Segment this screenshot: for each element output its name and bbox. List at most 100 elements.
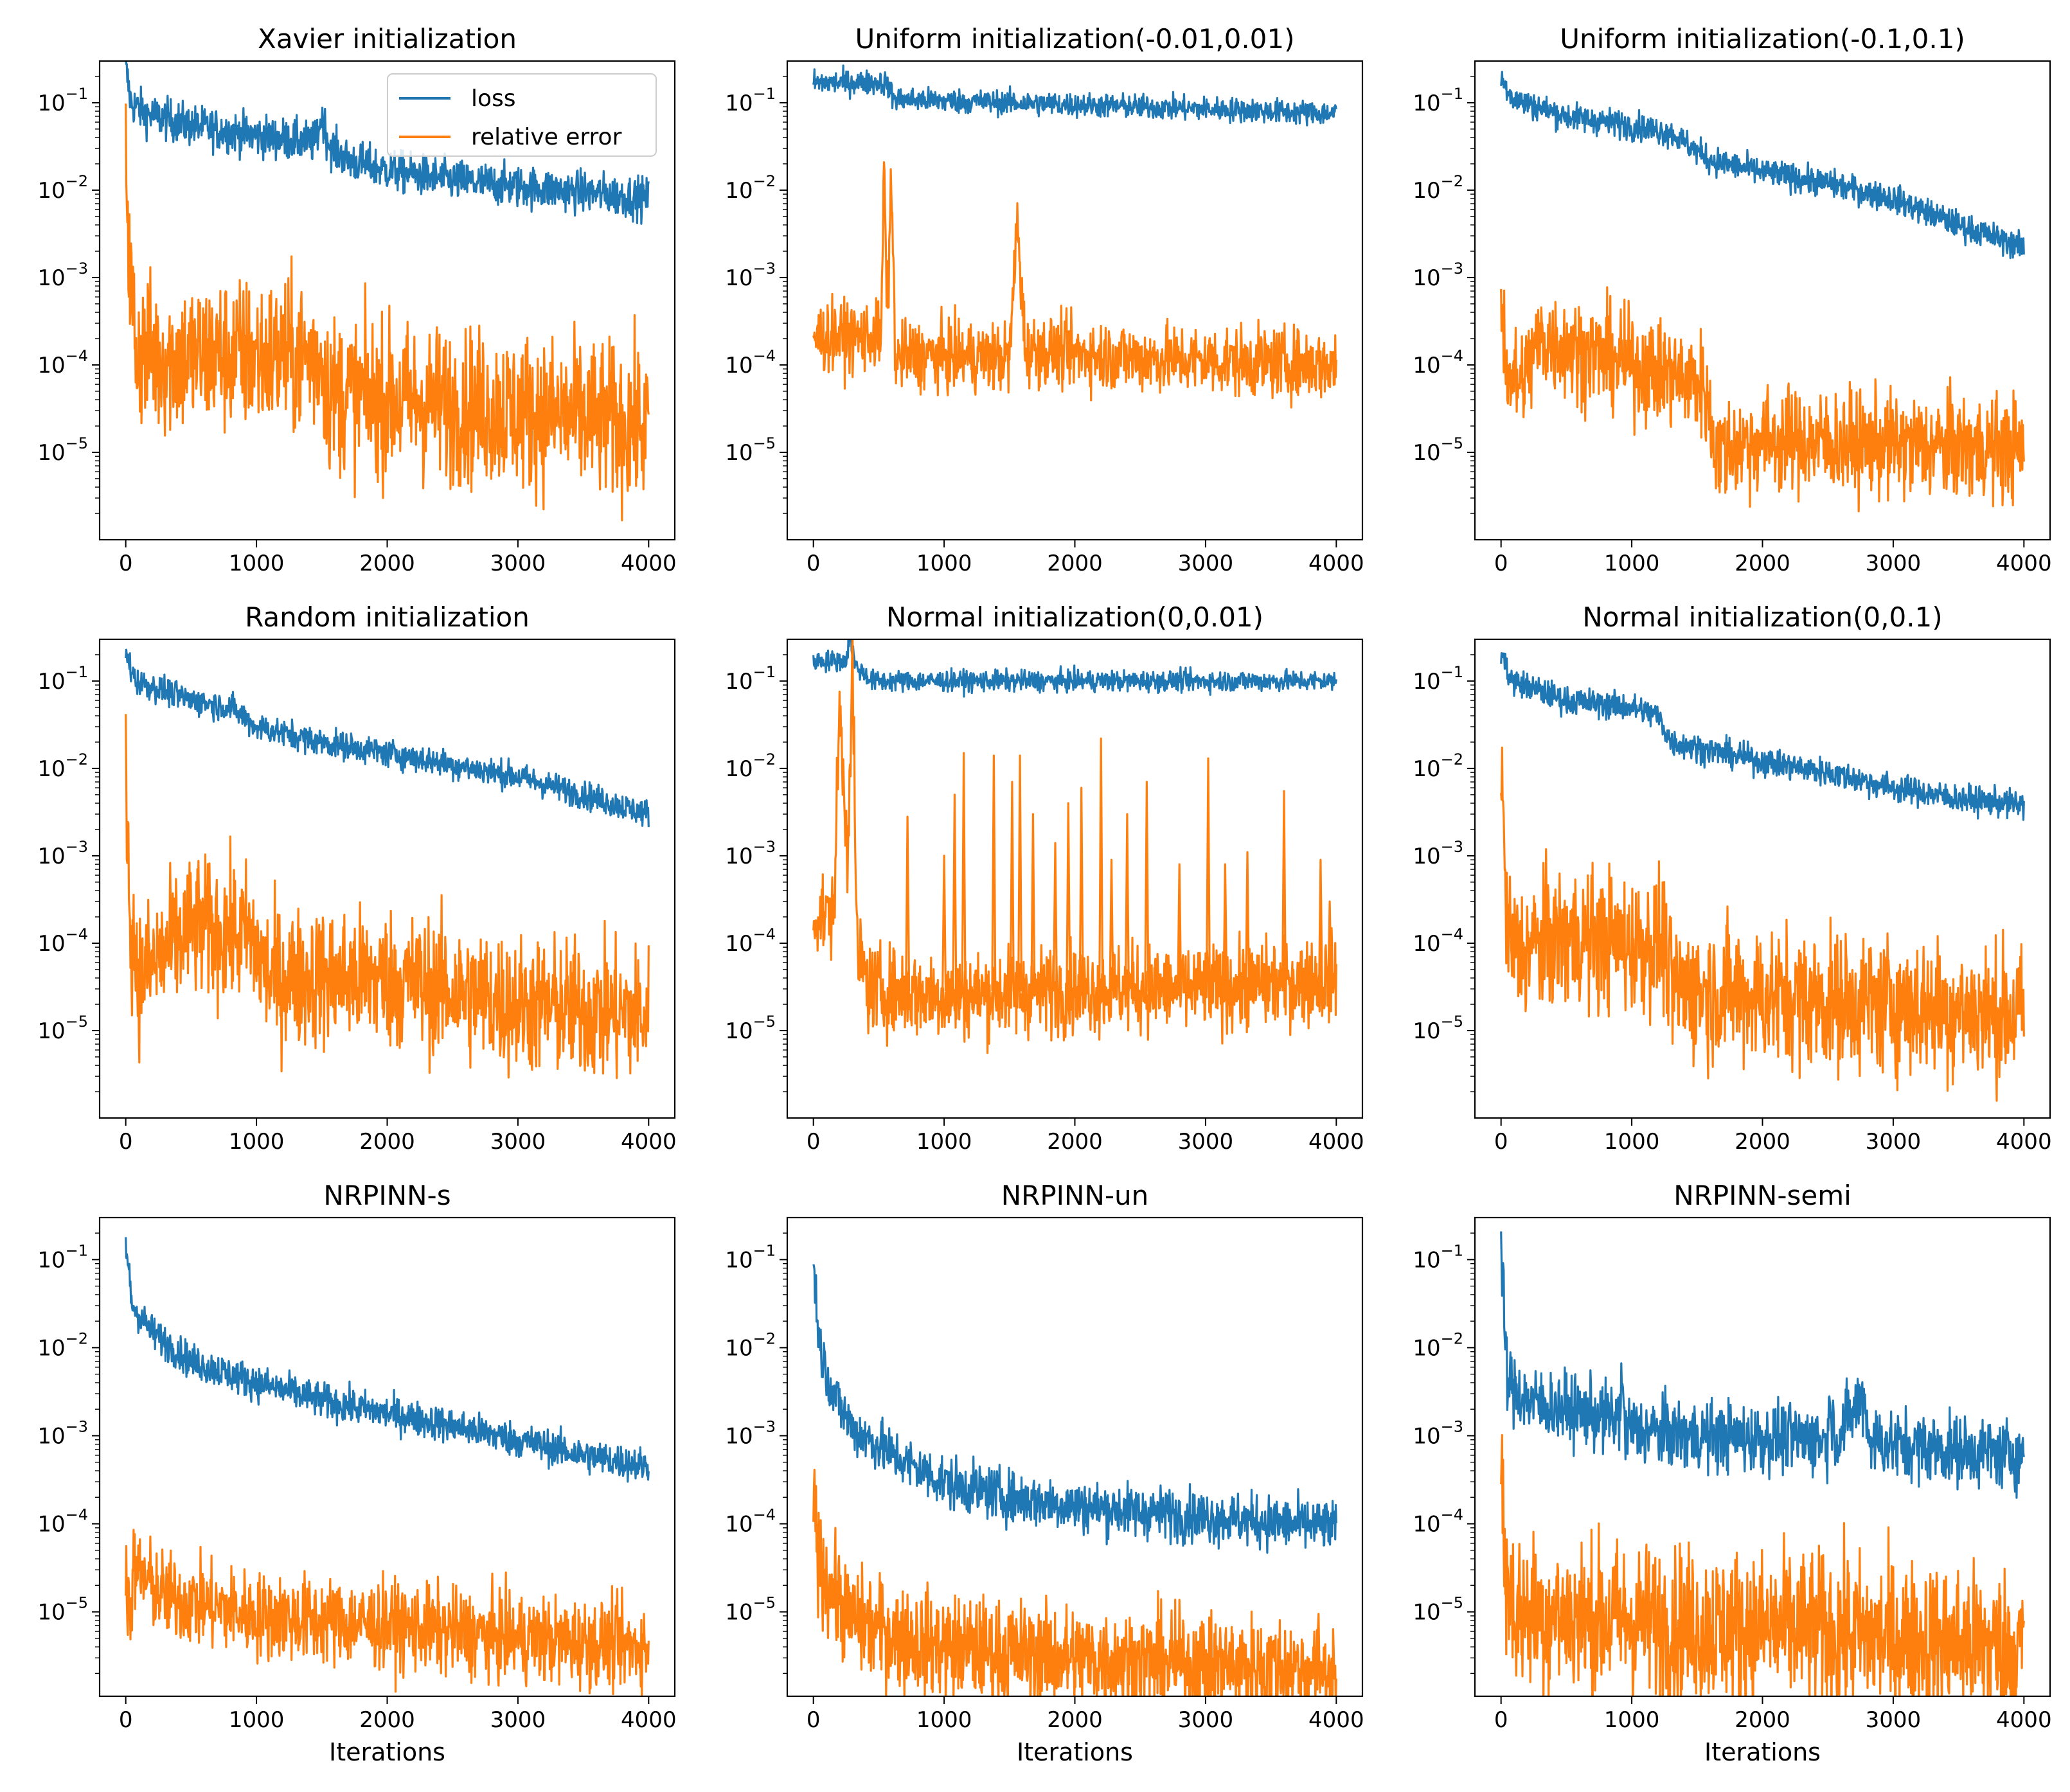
series-relative-error: [125, 103, 650, 522]
x-tick-label: 4000: [621, 1707, 677, 1733]
series-loss: [1500, 1231, 2025, 1499]
y-tick-label: 10−5: [37, 434, 88, 466]
panel-8: NRPINN-un 0 1000 2000 3000 4000 10−1 10−2 10−3 10…: [725, 1180, 1364, 1766]
series-loss: [125, 648, 650, 828]
series-relative-error: [1500, 1434, 2025, 1696]
x-tick-label: 0: [807, 551, 821, 576]
y-tick-label: 10−2: [37, 172, 88, 204]
y-tick-label: 10−2: [37, 1329, 88, 1361]
x-tick-label: 2000: [359, 551, 415, 576]
y-tick-label: 10−2: [1413, 750, 1463, 782]
x-axis-label: Iterations: [1704, 1738, 1821, 1766]
y-tick-label: 10−3: [37, 838, 88, 869]
x-tick-label: 2000: [1047, 1707, 1103, 1733]
x-tick-label: 3000: [1178, 1129, 1234, 1155]
y-tick-label: 10−5: [37, 1013, 88, 1044]
series-loss: [125, 1237, 650, 1483]
panel-5: Normal initialization(0,0.01) 0 1000 2000 30…: [725, 601, 1364, 1155]
panel-title: Normal initialization(0,0.1): [1582, 601, 1942, 633]
y-tick-label: 10−4: [1413, 925, 1463, 957]
panel-title: Uniform initialization(-0.1,0.1): [1560, 23, 1965, 55]
x-tick-label: 3000: [1178, 1707, 1234, 1733]
x-tick-label: 0: [1494, 551, 1508, 576]
x-tick-label: 4000: [1996, 1129, 2052, 1155]
y-tick-label: 10−3: [37, 260, 88, 291]
x-tick-label: 3000: [1866, 551, 1922, 576]
y-tick-label: 10−4: [725, 925, 776, 957]
y-tick-label: 10−1: [1413, 1241, 1463, 1273]
x-tick-label: 2000: [1735, 551, 1790, 576]
x-axis-label: Iterations: [329, 1738, 445, 1766]
x-tick-label: 2000: [359, 1129, 415, 1155]
series-relative-error-spikes: [905, 737, 1333, 991]
y-tick-label: 10−5: [725, 1594, 776, 1626]
y-tick-label: 10−5: [725, 1013, 776, 1044]
panel-4: Random initialization 0 1000 2000 3000 4000 10…: [37, 601, 676, 1155]
x-tick-label: 1000: [1604, 1129, 1660, 1155]
y-tick-label: 10−3: [725, 838, 776, 869]
y-tick-label: 10−1: [37, 1241, 88, 1273]
y-tick-label: 10−3: [1413, 1418, 1463, 1450]
panel-9: NRPINN-semi 0 1000 2000 3000 4000 10−1 10−2 10−3…: [1413, 1180, 2051, 1766]
panel-1: Xavier initialization 0 1000 2000 3000 4000 10…: [37, 23, 676, 576]
y-tick-label: 10−3: [1413, 260, 1463, 291]
x-tick-label: 1000: [916, 551, 972, 576]
x-tick-label: 3000: [490, 1707, 546, 1733]
x-tick-label: 4000: [621, 1129, 677, 1155]
x-tick-label: 1000: [916, 1129, 972, 1155]
legend: loss relative error: [387, 73, 657, 157]
x-tick-label: 1000: [229, 1707, 285, 1733]
y-tick-label: 10−5: [725, 434, 776, 466]
y-tick-label: 10−3: [725, 1418, 776, 1450]
series-loss: [812, 639, 1337, 698]
x-tick-label: 2000: [1735, 1707, 1790, 1733]
series-relative-error: [125, 714, 650, 1079]
x-tick-label: 1000: [916, 1707, 972, 1733]
x-tick-label: 4000: [621, 551, 677, 576]
x-tick-label: 0: [1494, 1129, 1508, 1155]
x-tick-label: 4000: [1308, 1129, 1364, 1155]
series-loss: [812, 1264, 1337, 1554]
x-tick-label: 0: [1494, 1707, 1508, 1733]
series-relative-error: [1500, 747, 2025, 1102]
y-tick-label: 10−2: [1413, 172, 1463, 204]
x-tick-label: 1000: [229, 1129, 285, 1155]
y-tick-label: 10−3: [1413, 838, 1463, 869]
panel-title: NRPINN-semi: [1673, 1180, 1851, 1211]
y-tick-label: 10−1: [725, 1241, 776, 1273]
panel-title: NRPINN-s: [323, 1180, 451, 1211]
series-loss: [1500, 71, 2025, 260]
y-tick-label: 10−4: [725, 347, 776, 378]
y-tick-label: 10−5: [37, 1594, 88, 1626]
x-tick-label: 1000: [1604, 1707, 1660, 1733]
y-tick-label: 10−1: [1413, 663, 1463, 695]
y-tick-label: 10−4: [37, 347, 88, 378]
x-tick-label: 4000: [1996, 1707, 2052, 1733]
panel-title: Xavier initialization: [258, 23, 517, 55]
x-tick-label: 2000: [1735, 1129, 1790, 1155]
series-relative-error: [125, 1529, 650, 1696]
panel-6: Normal initialization(0,0.1) 0 1000 2000 300…: [1413, 601, 2051, 1155]
panel-7: NRPINN-s 0 1000 2000 3000 4000 10−1 10−2 10−3 10−…: [37, 1180, 676, 1766]
y-tick-label: 10−1: [725, 663, 776, 695]
legend-label: loss: [471, 85, 516, 112]
panel-title: Normal initialization(0,0.01): [886, 601, 1263, 633]
x-tick-label: 0: [119, 551, 133, 576]
y-tick-label: 10−2: [725, 1329, 776, 1361]
y-tick-label: 10−1: [1413, 85, 1463, 116]
y-tick-label: 10−5: [1413, 434, 1463, 466]
x-tick-label: 3000: [1178, 551, 1234, 576]
x-tick-label: 2000: [359, 1707, 415, 1733]
y-tick-label: 10−4: [1413, 1506, 1463, 1538]
y-tick-label: 10−4: [725, 1506, 776, 1538]
y-tick-label: 10−1: [725, 85, 776, 116]
y-tick-label: 10−5: [1413, 1594, 1463, 1626]
axes-frame: [786, 638, 1364, 1119]
series-relative-error: [812, 639, 1337, 1054]
y-tick-label: 10−2: [725, 750, 776, 782]
panel-title: Uniform initialization(-0.01,0.01): [855, 23, 1294, 55]
x-tick-label: 4000: [1996, 551, 2052, 576]
x-tick-label: 0: [119, 1707, 133, 1733]
y-tick-label: 10−3: [725, 260, 776, 291]
